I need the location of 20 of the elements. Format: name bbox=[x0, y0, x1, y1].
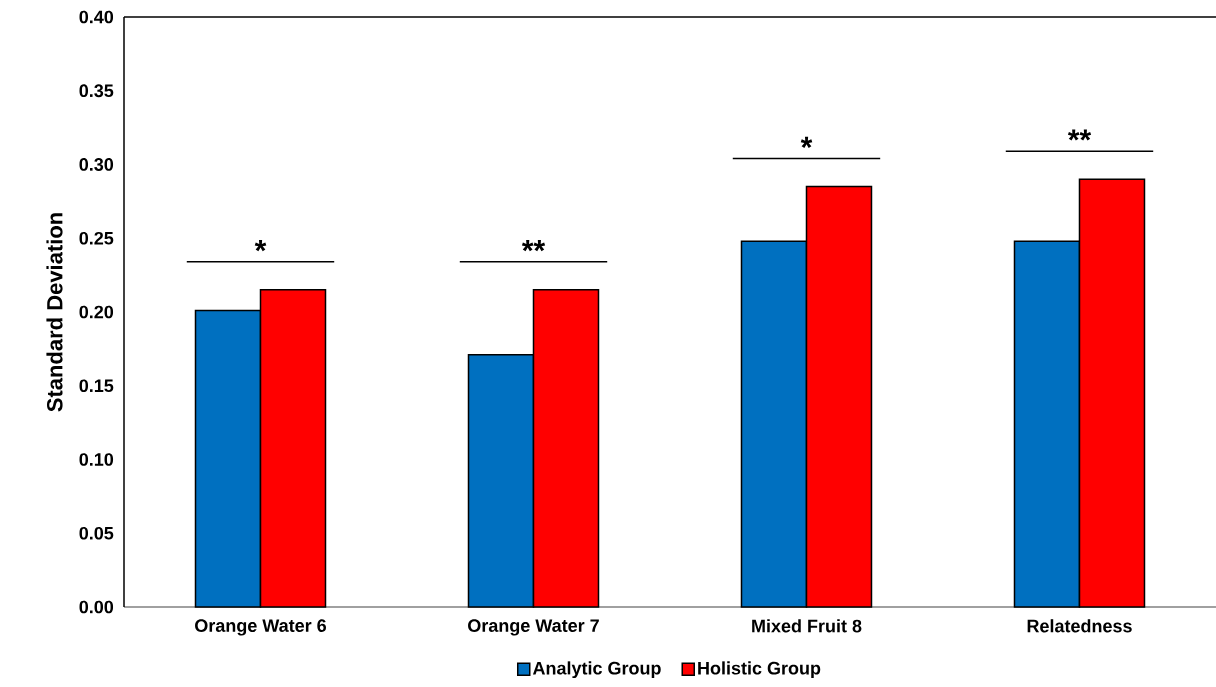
annotation: ** bbox=[1067, 129, 1092, 141]
x-tick-label: Relatedness bbox=[1027, 619, 1132, 633]
x-tick-label: Mixed Fruit 8 bbox=[752, 619, 862, 633]
annotation: * bbox=[800, 136, 813, 148]
legend-label: Holistic Group bbox=[698, 661, 821, 679]
annotation: ** bbox=[521, 240, 546, 252]
x-tick-label: Orange Water 6 bbox=[195, 619, 327, 636]
y-tick-label: 0.30 bbox=[79, 158, 114, 171]
legend-label: Analytic Group bbox=[532, 661, 661, 679]
y-tick-label: 0.25 bbox=[79, 231, 114, 245]
y-tick-label: 0.40 bbox=[79, 10, 114, 24]
y-tick-label: 0.00 bbox=[79, 600, 114, 614]
y-tick-label: 0.05 bbox=[79, 526, 114, 540]
annotation: * bbox=[254, 240, 267, 252]
y-axis-title: Standard Deviation bbox=[46, 213, 63, 412]
y-tick-label: 0.10 bbox=[79, 453, 114, 466]
y-tick-label: 0.35 bbox=[79, 84, 114, 98]
x-tick-label: Orange Water 7 bbox=[468, 619, 599, 636]
y-tick-label: 0.15 bbox=[79, 379, 114, 393]
y-tick-label: 0.20 bbox=[79, 305, 114, 319]
